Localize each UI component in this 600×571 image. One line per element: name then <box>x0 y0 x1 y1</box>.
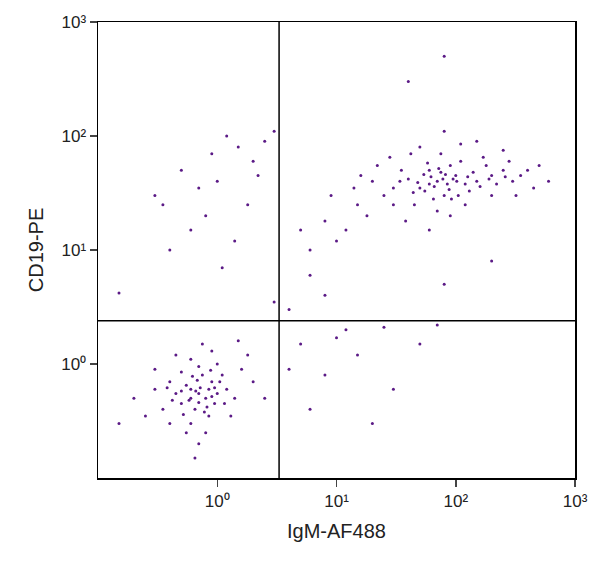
svg-text:10⁰: 10⁰ <box>61 355 86 374</box>
svg-text:10¹: 10¹ <box>324 492 349 511</box>
svg-text:10²: 10² <box>62 127 87 146</box>
svg-text:IgM-AF488: IgM-AF488 <box>287 520 386 542</box>
svg-text:10⁰: 10⁰ <box>205 492 230 511</box>
svg-text:10¹: 10¹ <box>62 241 87 260</box>
svg-text:CD19-PE: CD19-PE <box>25 208 47 292</box>
svg-text:10³: 10³ <box>563 492 588 511</box>
svg-text:10³: 10³ <box>62 13 87 32</box>
svg-text:10²: 10² <box>443 492 468 511</box>
